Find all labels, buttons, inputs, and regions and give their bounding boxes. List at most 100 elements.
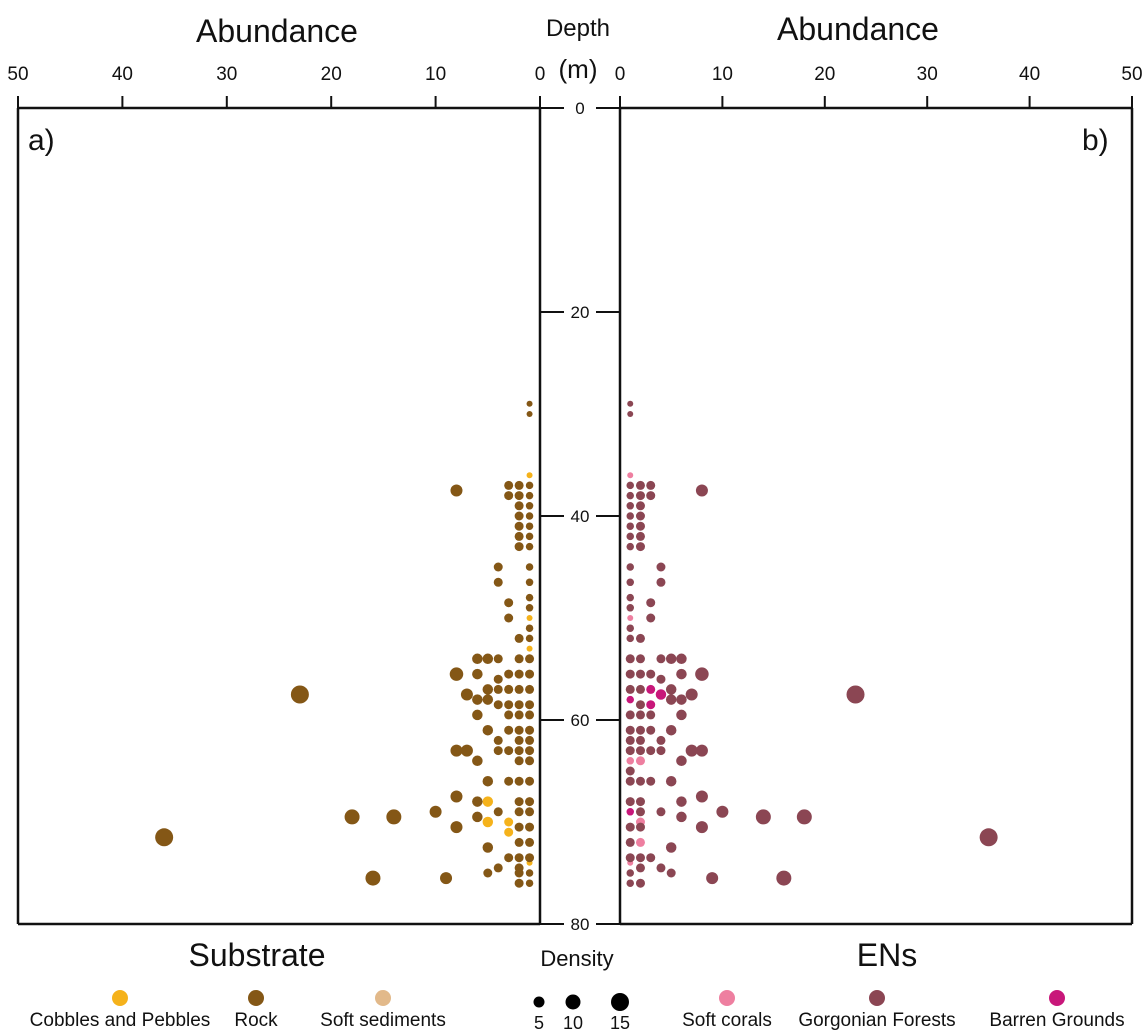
- point-rock: [525, 869, 534, 877]
- point-rock: [493, 562, 503, 572]
- point-gorgonian-forests: [635, 725, 645, 735]
- point-gorgonian-forests: [656, 674, 666, 684]
- point-rock: [525, 797, 535, 807]
- point-gorgonian-forests: [979, 828, 998, 847]
- point-rock: [504, 669, 514, 679]
- point-rock: [472, 653, 483, 665]
- x-tick-label: 30: [216, 64, 237, 85]
- panel-b-frame: [618, 106, 1134, 926]
- point-rock: [514, 700, 524, 710]
- point-gorgonian-forests: [796, 809, 812, 825]
- x-tick-label: 20: [814, 64, 835, 85]
- point-gorgonian-forests: [656, 654, 666, 664]
- point-gorgonian-forests: [646, 613, 656, 623]
- point-rock: [514, 710, 524, 720]
- point-rock: [525, 725, 535, 735]
- point-rock: [450, 484, 463, 497]
- panel-a-bottom-label: Substrate: [189, 937, 326, 973]
- x-tick-label: 10: [425, 64, 446, 85]
- point-gorgonian-forests: [646, 480, 656, 490]
- point-cobbles-and-pebbles: [526, 472, 533, 479]
- point-gorgonian-forests: [695, 744, 708, 757]
- point-rock: [525, 512, 534, 520]
- point-rock: [514, 735, 524, 745]
- point-rock: [525, 593, 534, 602]
- depth-tick-label: 20: [571, 303, 590, 322]
- point-gorgonian-forests: [656, 735, 666, 745]
- x-tick-label: 30: [917, 64, 938, 85]
- point-rock: [493, 863, 503, 873]
- point-rock: [514, 633, 524, 643]
- point-rock: [472, 668, 483, 680]
- point-rock: [460, 744, 473, 757]
- point-gorgonian-forests: [656, 746, 666, 756]
- point-gorgonian-forests: [626, 563, 634, 571]
- x-tick-label: 50: [7, 64, 28, 85]
- point-gorgonian-forests: [635, 746, 645, 756]
- point-gorgonian-forests: [626, 542, 634, 551]
- depth-tick-label: 80: [571, 915, 590, 934]
- point-gorgonian-forests: [626, 578, 634, 587]
- point-rock: [525, 669, 535, 679]
- point-barren-grounds: [655, 689, 667, 700]
- point-rock: [525, 837, 535, 847]
- point-gorgonian-forests: [646, 853, 656, 863]
- point-gorgonian-forests: [635, 480, 645, 490]
- legend-swatch: [1049, 990, 1065, 1006]
- point-rock: [514, 756, 524, 766]
- point-gorgonian-forests: [635, 654, 645, 664]
- point-gorgonian-forests: [695, 821, 708, 834]
- point-rock: [483, 868, 493, 878]
- point-rock: [493, 746, 503, 756]
- point-gorgonian-forests: [676, 796, 687, 807]
- point-gorgonian-forests: [635, 735, 645, 745]
- point-gorgonian-forests: [626, 593, 634, 602]
- point-gorgonian-forests: [656, 577, 666, 587]
- point-rock: [450, 821, 463, 834]
- point-gorgonian-forests: [695, 667, 709, 681]
- point-rock: [504, 776, 514, 786]
- point-rock: [525, 481, 534, 490]
- legend-label: Soft corals: [682, 1010, 772, 1031]
- point-rock: [472, 709, 483, 721]
- point-gorgonian-forests: [695, 790, 708, 803]
- point-rock: [365, 870, 381, 886]
- point-gorgonian-forests: [635, 700, 645, 710]
- point-rock: [514, 511, 524, 521]
- point-gorgonian-forests: [625, 766, 635, 776]
- point-rock: [290, 685, 309, 704]
- point-gorgonian-forests: [626, 604, 634, 612]
- point-gorgonian-forests: [625, 654, 635, 664]
- legend-label: Barren Grounds: [989, 1010, 1124, 1031]
- point-rock: [482, 842, 494, 853]
- point-gorgonian-forests: [656, 562, 666, 572]
- point-gorgonian-forests: [625, 776, 635, 786]
- panel-a-label: a): [28, 124, 55, 157]
- point-rock: [514, 868, 524, 878]
- point-rock: [525, 853, 535, 863]
- point-gorgonian-forests: [656, 807, 666, 817]
- point-gorgonian-forests: [685, 744, 698, 757]
- point-rock: [525, 879, 534, 887]
- point-rock: [493, 700, 503, 710]
- point-soft-corals: [635, 837, 645, 847]
- point-rock: [482, 653, 494, 665]
- point-gorgonian-forests: [665, 775, 677, 787]
- point-rock: [514, 480, 524, 490]
- point-rock: [525, 532, 534, 541]
- point-rock: [504, 710, 514, 720]
- point-rock: [514, 853, 524, 863]
- point-rock: [504, 700, 514, 710]
- point-rock: [525, 776, 535, 786]
- point-gorgonian-forests: [706, 872, 719, 885]
- point-rock: [429, 805, 442, 818]
- point-rock: [514, 542, 524, 552]
- point-gorgonian-forests: [626, 481, 634, 490]
- point-gorgonian-forests: [625, 746, 635, 756]
- point-rock: [514, 797, 524, 807]
- point-rock: [155, 828, 174, 847]
- panel-a-points: [155, 400, 535, 888]
- point-gorgonian-forests: [626, 879, 634, 887]
- point-rock: [514, 654, 524, 664]
- density-label: 10: [563, 1013, 583, 1031]
